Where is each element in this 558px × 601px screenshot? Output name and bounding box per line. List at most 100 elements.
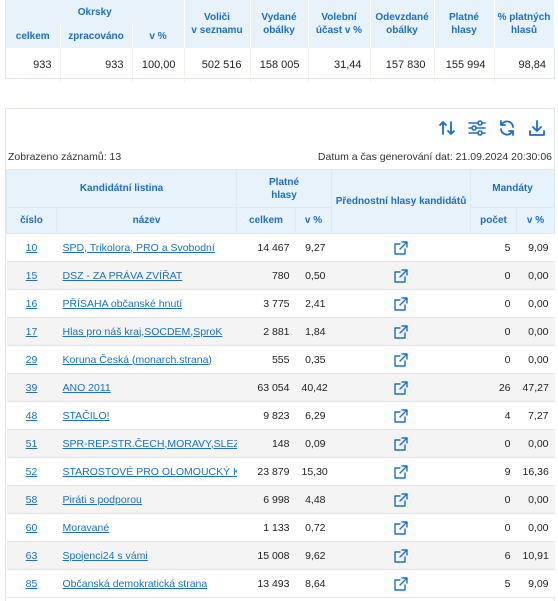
party-name-link[interactable]: Občanská demokratická strana — [62, 577, 208, 590]
external-link-icon[interactable] — [394, 380, 408, 395]
party-number-cell: 60 — [6, 513, 57, 542]
table-row: 60 Moravané 1 133 0,72 0 0,00 — [6, 513, 555, 542]
mandates-count-cell: 0 — [470, 485, 517, 514]
party-name-link[interactable]: DSZ - ZA PRÁVA ZVÍŘAT — [62, 269, 183, 282]
filter-button[interactable] — [466, 117, 488, 139]
preferential-votes-cell — [331, 345, 471, 374]
mandates-pct-cell: 0,00 — [516, 289, 555, 318]
preferential-votes-cell — [331, 429, 471, 458]
mandates-count-cell: 5 — [470, 569, 517, 598]
party-number-link[interactable]: 58 — [25, 493, 38, 506]
party-number-link[interactable]: 51 — [25, 437, 38, 450]
votes-pct-cell: 15,30 — [295, 457, 332, 486]
external-link-icon[interactable] — [394, 352, 408, 367]
external-link-icon[interactable] — [394, 464, 408, 479]
mandates-pct-cell: 0,00 — [516, 513, 555, 542]
votes-total-cell: 555 — [236, 345, 296, 374]
vydane-value: 158 005 — [250, 48, 309, 82]
party-name-link[interactable]: SPR-REP.STR.ČECH,MORAVY,SLEZ. — [62, 437, 237, 450]
download-button[interactable] — [526, 117, 548, 139]
party-name-link[interactable]: PŘÍSAHA občanské hnutí — [62, 297, 183, 310]
external-link-icon[interactable] — [394, 576, 408, 591]
party-name-link[interactable]: Hlas pro náš kraj,SOCDEM,SproK — [62, 325, 223, 338]
external-link-icon[interactable] — [394, 268, 408, 283]
sort-button[interactable] — [436, 117, 458, 139]
external-link-icon[interactable] — [394, 240, 408, 255]
party-name-cell: Piráti s podporou — [56, 485, 237, 514]
preferential-votes-cell — [331, 513, 471, 542]
zpracovano-header: zpracováno — [60, 24, 133, 48]
votes-total-cell: 2 881 — [236, 317, 296, 346]
party-number-link[interactable]: 16 — [25, 297, 38, 310]
party-name-link[interactable]: Spojenci24 s vámi — [62, 549, 148, 562]
party-name-link[interactable]: Moravané — [62, 521, 110, 534]
prednostni-hlasy-header: Přednostní hlasy kandidátů — [331, 169, 472, 234]
mandaty-header: Mandáty — [470, 169, 556, 208]
party-name-link[interactable]: ANO 2011 — [62, 381, 111, 394]
preferential-votes-cell — [331, 569, 471, 598]
external-link-icon[interactable] — [394, 492, 408, 507]
party-number-link[interactable]: 29 — [25, 353, 38, 366]
table-row: 51 SPR-REP.STR.ČECH,MORAVY,SLEZ. 148 0,09 0 0… — [6, 429, 555, 458]
party-number-cell: 48 — [6, 401, 57, 430]
pocet-header: počet — [470, 207, 518, 234]
party-name-link[interactable]: STAROSTOVÉ PRO OLOMOUCKÝ KRAJ — [62, 465, 237, 478]
preferential-votes-cell — [331, 317, 471, 346]
external-link-icon[interactable] — [394, 296, 408, 311]
kandidatni-listina-header: Kandidátní listina — [6, 169, 237, 208]
table-row: 16 PŘÍSAHA občanské hnutí 3 775 2,41 0 0,00 — [6, 289, 555, 318]
party-number-cell: 10 — [6, 233, 57, 262]
party-name-cell: Moravané — [56, 513, 237, 542]
party-number-link[interactable]: 63 — [25, 549, 38, 562]
party-number-link[interactable]: 15 — [25, 269, 38, 282]
external-link-icon[interactable] — [394, 408, 408, 423]
external-link-icon[interactable] — [394, 324, 408, 339]
party-number-cell: 17 — [6, 317, 57, 346]
votes-total-cell: 9 823 — [236, 401, 296, 430]
party-name-cell: SPD, Trikolora, PRO a Svobodní — [56, 233, 237, 262]
party-number-link[interactable]: 52 — [25, 465, 38, 478]
external-link-icon[interactable] — [394, 436, 408, 451]
party-number-link[interactable]: 60 — [25, 521, 38, 534]
refresh-icon — [500, 120, 514, 136]
party-number-link[interactable]: 17 — [25, 325, 38, 338]
refresh-button[interactable] — [496, 117, 518, 139]
party-name-cell: Občanská demokratická strana — [56, 569, 237, 598]
party-number-cell: 39 — [6, 373, 57, 402]
votes-pct-cell: 4,48 — [295, 485, 332, 514]
votes-pct-cell: 0,72 — [295, 513, 332, 542]
records-count: Zobrazeno záznamů: 13 — [8, 151, 122, 163]
votes-pct-cell: 0,50 — [295, 261, 332, 290]
external-link-icon[interactable] — [394, 520, 408, 535]
votes-pct-cell: 9,62 — [295, 541, 332, 570]
party-name-link[interactable]: SPD, Trikolora, PRO a Svobodní — [62, 241, 215, 254]
party-number-link[interactable]: 10 — [25, 241, 38, 254]
volici-value: 502 516 — [184, 48, 251, 82]
external-link-icon[interactable] — [394, 548, 408, 563]
mandates-pct-cell: 9,09 — [516, 569, 555, 598]
table-row: 58 Piráti s podporou 6 998 4,48 0 0,00 — [6, 485, 555, 514]
party-number-link[interactable]: 48 — [25, 409, 38, 422]
summary-table-wrapper: Okrsky Voliči v seznamu Vydané obálky Vo… — [5, 0, 555, 82]
party-number-link[interactable]: 85 — [25, 577, 38, 590]
v-pct-header: v % — [294, 207, 333, 234]
mandates-count-cell: 0 — [470, 513, 517, 542]
party-number-link[interactable]: 39 — [25, 381, 38, 394]
party-number-cell: 51 — [6, 429, 57, 458]
platne-hlasy-header: Platné hlasy — [235, 169, 333, 208]
votes-total-cell: 148 — [236, 429, 296, 458]
party-name-link[interactable]: Piráti s podporou — [62, 493, 142, 506]
summary-table: Okrsky Voliči v seznamu Vydané obálky Vo… — [6, 0, 555, 82]
party-name-link[interactable]: Koruna Česká (monarch.strana) — [62, 353, 212, 366]
party-name-link[interactable]: STAČILO! — [62, 409, 110, 422]
celkem-header: celkem — [6, 24, 61, 48]
party-number-cell: 52 — [6, 457, 57, 486]
mandates-pct-cell: 7,27 — [516, 401, 555, 430]
party-name-cell: Spojenci24 s vámi — [56, 541, 237, 570]
results-table-body: 10 SPD, Trikolora, PRO a Svobodní 14 467 9,… — [6, 233, 555, 598]
table-row: 39 ANO 2011 63 054 40,42 26 47,27 — [6, 373, 555, 402]
sort-icon — [439, 121, 455, 135]
votes-total-cell: 13 493 — [236, 569, 296, 598]
v-pct-header: v % — [132, 24, 185, 48]
preferential-votes-cell — [331, 457, 471, 486]
